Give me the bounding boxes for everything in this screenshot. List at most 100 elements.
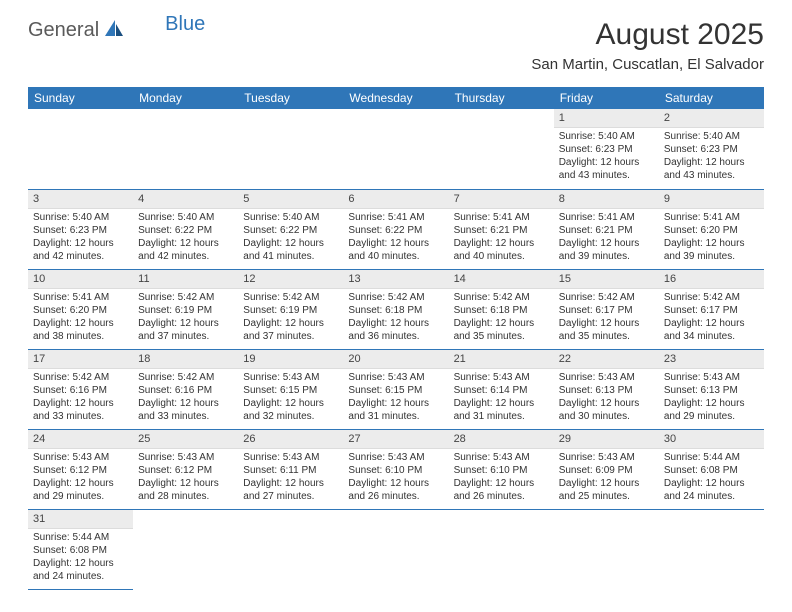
sun-line: and 38 minutes. [33,330,128,343]
calendar-day-cell: 8Sunrise: 5:41 AMSunset: 6:21 PMDaylight… [554,189,659,269]
sun-line: and 24 minutes. [33,570,128,583]
sun-line: and 27 minutes. [243,490,338,503]
calendar-day-cell: 10Sunrise: 5:41 AMSunset: 6:20 PMDayligh… [28,269,133,349]
calendar-day-cell: 9Sunrise: 5:41 AMSunset: 6:20 PMDaylight… [659,189,764,269]
weekday-header: Monday [133,87,238,109]
calendar-day-cell: 25Sunrise: 5:43 AMSunset: 6:12 PMDayligh… [133,429,238,509]
day-number: 23 [659,350,764,369]
sail-icon [103,18,125,43]
sun-line: and 33 minutes. [138,410,233,423]
calendar-day-cell [28,109,133,189]
sun-line: Daylight: 12 hours [559,317,654,330]
day-number: 21 [449,350,554,369]
sun-line: and 36 minutes. [348,330,443,343]
calendar-day-cell [449,109,554,189]
sun-line: Sunrise: 5:43 AM [664,371,759,384]
sun-line: Sunset: 6:11 PM [243,464,338,477]
weekday-header: Saturday [659,87,764,109]
calendar-day-cell: 15Sunrise: 5:42 AMSunset: 6:17 PMDayligh… [554,269,659,349]
day-sun-data: Sunrise: 5:41 AMSunset: 6:21 PMDaylight:… [449,209,554,267]
calendar-day-cell: 19Sunrise: 5:43 AMSunset: 6:15 PMDayligh… [238,349,343,429]
sun-line: Sunset: 6:23 PM [33,224,128,237]
sun-line: Daylight: 12 hours [454,477,549,490]
day-number: 2 [659,109,764,128]
calendar-day-cell [238,109,343,189]
calendar-day-cell: 1Sunrise: 5:40 AMSunset: 6:23 PMDaylight… [554,109,659,189]
day-number: 12 [238,270,343,289]
day-number: 7 [449,190,554,209]
day-number: 5 [238,190,343,209]
day-sun-data: Sunrise: 5:41 AMSunset: 6:20 PMDaylight:… [28,289,133,347]
sunrise-calendar: Sunday Monday Tuesday Wednesday Thursday… [28,87,764,590]
calendar-day-cell [343,509,448,589]
day-sun-data: Sunrise: 5:40 AMSunset: 6:23 PMDaylight:… [659,128,764,186]
sun-line: Sunrise: 5:43 AM [243,451,338,464]
weekday-header: Friday [554,87,659,109]
calendar-day-cell: 13Sunrise: 5:42 AMSunset: 6:18 PMDayligh… [343,269,448,349]
sun-line: Daylight: 12 hours [454,397,549,410]
sun-line: and 28 minutes. [138,490,233,503]
sun-line: Sunrise: 5:42 AM [664,291,759,304]
day-number: 27 [343,430,448,449]
sun-line: Sunset: 6:16 PM [138,384,233,397]
day-number: 3 [28,190,133,209]
sun-line: Daylight: 12 hours [33,237,128,250]
calendar-day-cell: 27Sunrise: 5:43 AMSunset: 6:10 PMDayligh… [343,429,448,509]
day-sun-data: Sunrise: 5:41 AMSunset: 6:20 PMDaylight:… [659,209,764,267]
day-sun-data: Sunrise: 5:40 AMSunset: 6:22 PMDaylight:… [238,209,343,267]
sun-line: Sunrise: 5:41 AM [348,211,443,224]
sun-line: Sunset: 6:10 PM [454,464,549,477]
sun-line: Daylight: 12 hours [348,397,443,410]
sun-line: Daylight: 12 hours [138,317,233,330]
sun-line: and 31 minutes. [454,410,549,423]
sun-line: Sunset: 6:08 PM [33,544,128,557]
calendar-week: 10Sunrise: 5:41 AMSunset: 6:20 PMDayligh… [28,269,764,349]
sun-line: and 33 minutes. [33,410,128,423]
day-number: 4 [133,190,238,209]
sun-line: Sunrise: 5:44 AM [664,451,759,464]
sun-line: Sunset: 6:13 PM [559,384,654,397]
sun-line: Sunset: 6:21 PM [559,224,654,237]
day-number: 1 [554,109,659,128]
day-sun-data: Sunrise: 5:42 AMSunset: 6:18 PMDaylight:… [343,289,448,347]
sun-line: Daylight: 12 hours [138,477,233,490]
sun-line: Sunset: 6:22 PM [348,224,443,237]
calendar-day-cell: 26Sunrise: 5:43 AMSunset: 6:11 PMDayligh… [238,429,343,509]
weekday-header: Sunday [28,87,133,109]
sun-line: Daylight: 12 hours [243,477,338,490]
sun-line: Sunrise: 5:40 AM [33,211,128,224]
sun-line: and 29 minutes. [664,410,759,423]
day-sun-data: Sunrise: 5:40 AMSunset: 6:23 PMDaylight:… [28,209,133,267]
calendar-day-cell: 4Sunrise: 5:40 AMSunset: 6:22 PMDaylight… [133,189,238,269]
sun-line: and 35 minutes. [559,330,654,343]
day-sun-data: Sunrise: 5:43 AMSunset: 6:15 PMDaylight:… [238,369,343,427]
calendar-day-cell: 2Sunrise: 5:40 AMSunset: 6:23 PMDaylight… [659,109,764,189]
calendar-week: 3Sunrise: 5:40 AMSunset: 6:23 PMDaylight… [28,189,764,269]
sun-line: Sunset: 6:20 PM [664,224,759,237]
day-number: 6 [343,190,448,209]
calendar-day-cell [238,509,343,589]
sun-line: Sunset: 6:19 PM [243,304,338,317]
calendar-day-cell: 21Sunrise: 5:43 AMSunset: 6:14 PMDayligh… [449,349,554,429]
sun-line: Daylight: 12 hours [138,237,233,250]
day-sun-data: Sunrise: 5:42 AMSunset: 6:18 PMDaylight:… [449,289,554,347]
brand-logo: General Blue [28,18,205,43]
day-number: 13 [343,270,448,289]
day-sun-data: Sunrise: 5:43 AMSunset: 6:12 PMDaylight:… [133,449,238,507]
day-sun-data: Sunrise: 5:43 AMSunset: 6:13 PMDaylight:… [554,369,659,427]
sun-line: Sunrise: 5:42 AM [33,371,128,384]
sun-line: Sunset: 6:21 PM [454,224,549,237]
weekday-header: Tuesday [238,87,343,109]
sun-line: and 42 minutes. [138,250,233,263]
day-number: 14 [449,270,554,289]
sun-line: Sunrise: 5:43 AM [138,451,233,464]
day-sun-data: Sunrise: 5:43 AMSunset: 6:15 PMDaylight:… [343,369,448,427]
day-sun-data: Sunrise: 5:40 AMSunset: 6:22 PMDaylight:… [133,209,238,267]
sun-line: Sunrise: 5:41 AM [664,211,759,224]
sun-line: Sunset: 6:12 PM [33,464,128,477]
sun-line: Daylight: 12 hours [243,317,338,330]
day-sun-data: Sunrise: 5:41 AMSunset: 6:22 PMDaylight:… [343,209,448,267]
sun-line: and 39 minutes. [664,250,759,263]
calendar-day-cell: 7Sunrise: 5:41 AMSunset: 6:21 PMDaylight… [449,189,554,269]
calendar-day-cell [449,509,554,589]
